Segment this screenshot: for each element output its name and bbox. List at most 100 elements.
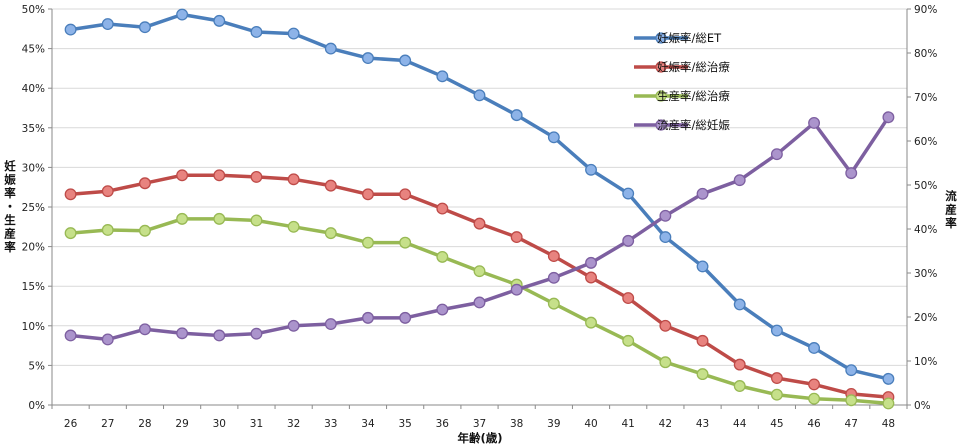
data-point [547,297,560,310]
data-point [659,209,672,222]
right-y-tick-label: 70% [914,92,937,104]
data-point [808,117,821,129]
data-point [362,236,374,249]
right-y-tick-label: 40% [914,224,937,236]
x-tick-label: 41 [622,418,635,430]
x-axis-title: 年齢(歳) [457,431,502,445]
right-y-tick-labels: 0% 10% 20% 30% 40% 50% 60% 70% 80% 90% [907,4,937,412]
legend-label: 生産率/総治療 [657,89,730,103]
legend-item: 妊娠率/総ET [634,31,722,45]
legend-item: 生産率/総治療 [634,89,730,103]
x-tick-label: 28 [138,418,151,430]
x-tick-label: 44 [733,418,747,430]
data-point [64,227,77,240]
data-point [176,169,189,182]
data-point [64,23,77,36]
data-point [622,334,635,347]
left-y-tick-label: 5% [28,360,45,372]
series-1 [64,8,895,385]
data-point [101,18,114,30]
x-tick-label: 26 [64,418,78,430]
legend-swatch-marker [655,90,667,102]
left-y-tick-label: 30% [22,162,45,174]
right-y-tick-label: 60% [914,136,937,148]
right-y-tick-label: 30% [914,268,937,280]
data-point [696,187,709,200]
data-point [659,231,672,244]
x-tick-label: 39 [547,418,560,430]
x-tick-label: 47 [845,418,858,430]
data-point [733,380,746,392]
x-tick-label: 31 [250,418,263,430]
data-point [882,372,895,385]
data-point [770,372,783,385]
left-y-tick-label: 10% [22,321,45,333]
legend-label: 流産率/総妊娠 [657,118,730,132]
data-point [622,187,635,200]
data-point [585,163,597,176]
data-point [176,212,189,225]
data-point [101,224,114,236]
data-point [659,319,672,332]
data-point [696,334,709,347]
left-y-tick-label: 15% [22,281,45,293]
data-point [436,250,449,263]
data-point [213,212,226,225]
data-point [250,214,263,227]
right-y-tick-label: 10% [914,356,937,368]
right-y-tick-label: 50% [914,180,937,192]
x-tick-label: 33 [324,418,337,430]
left-y-tick-label: 0% [28,400,45,412]
data-point [473,89,486,102]
data-point [250,170,263,183]
data-point [547,131,560,144]
data-point [770,388,783,401]
data-point [362,52,374,65]
data-point [436,70,449,83]
data-point [250,26,263,38]
data-point [399,236,412,249]
x-tick-label: 37 [473,418,486,430]
data-point [138,21,151,34]
data-point [770,324,783,337]
right-y-tick-label: 90% [914,4,937,16]
x-tick-label: 36 [436,418,450,430]
x-tick-label: 32 [287,418,300,430]
data-point [324,318,337,330]
left-y-tick-label: 45% [22,44,45,56]
x-tick-label: 42 [659,418,672,430]
data-point [510,283,523,296]
data-point [101,333,114,346]
data-point [176,8,189,21]
data-point [585,316,597,329]
data-point [101,185,114,198]
data-point [287,220,300,233]
data-point [436,303,449,316]
right-y-tick-label: 0% [914,400,931,412]
data-point [808,378,821,391]
data-point [324,179,337,192]
data-point [64,188,77,201]
left-y-axis-title: 妊娠率・生産率 [3,159,17,254]
data-point [287,319,300,332]
data-point [324,227,337,240]
data-point [473,265,486,278]
data-point [696,368,709,381]
x-tick-label: 27 [101,418,114,430]
legend-label: 妊娠率/総治療 [657,60,730,74]
x-tick-label: 45 [770,418,783,430]
data-point [176,327,189,340]
left-y-tick-label: 35% [22,123,45,135]
data-point [845,394,858,407]
left-y-tick-label: 40% [22,83,45,95]
data-point [362,311,374,324]
data-point [213,329,226,342]
data-point [64,329,77,342]
data-point [213,14,226,27]
legend-swatch-marker [655,119,667,131]
data-point [845,364,858,377]
left-y-tick-label: 20% [22,242,45,254]
series-group [64,8,895,410]
data-point [436,202,449,215]
data-point [287,27,300,40]
